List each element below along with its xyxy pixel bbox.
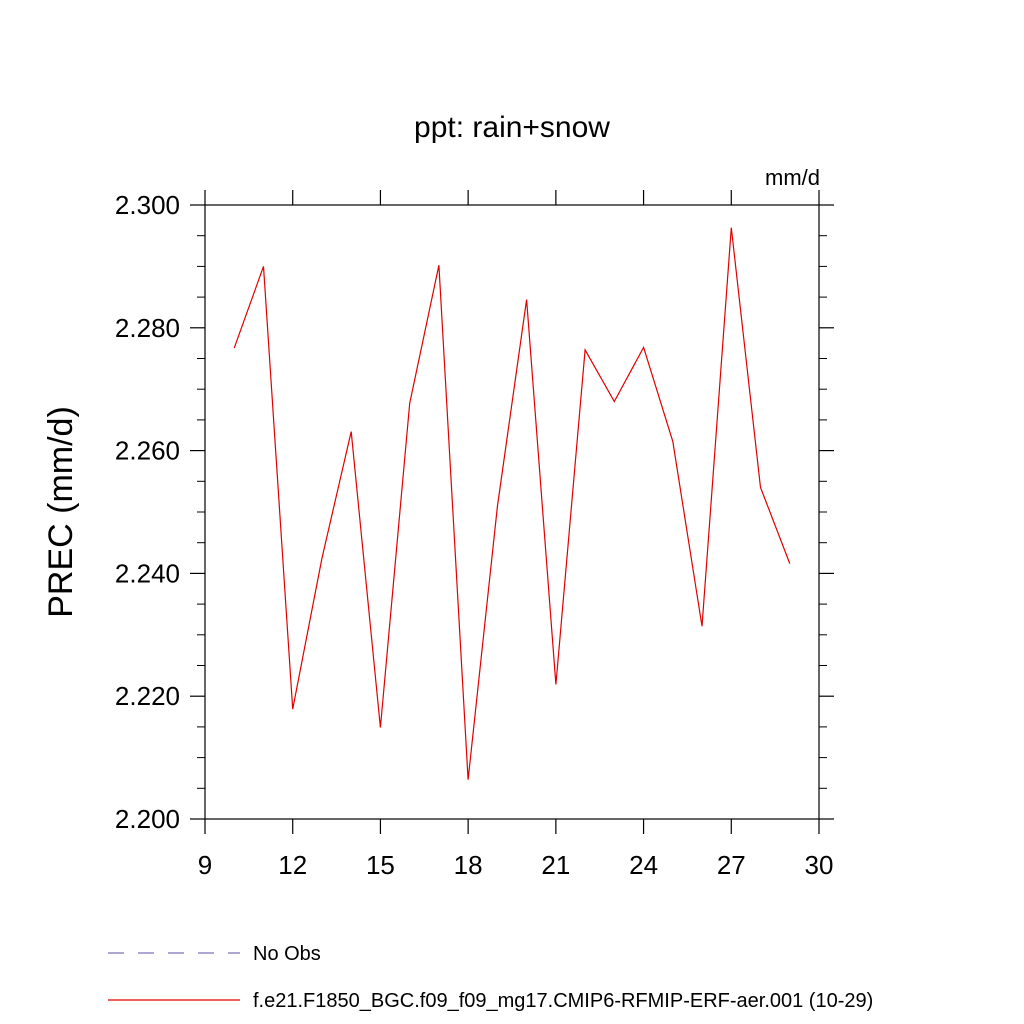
y-axis-label: PREC (mm/d) [42, 406, 80, 618]
y-tick-label: 2.200 [115, 804, 180, 834]
y-tick-label: 2.220 [115, 681, 180, 711]
y-tick-labels: 2.200 2.220 2.240 2.260 2.280 2.300 [115, 190, 180, 834]
x-ticks [204, 190, 820, 834]
legend: No Obs f.e21.F1850_BGC.f09_f09_mg17.CMIP6… [108, 943, 873, 1012]
series-line [233, 227, 791, 780]
y-ticks [190, 204, 834, 820]
chart-title: ppt: rain+snow [414, 111, 610, 144]
x-tick-label: 12 [278, 850, 307, 880]
legend-label: f.e21.F1850_BGC.f09_f09_mg17.CMIP6-RFMIP… [253, 990, 873, 1012]
x-tick-labels: 9 12 15 18 21 24 27 30 [198, 850, 834, 880]
y-tick-label: 2.300 [115, 190, 180, 220]
y-tick-label: 2.280 [115, 313, 180, 343]
x-tick-label: 9 [198, 850, 212, 880]
series-layer [233, 227, 791, 780]
legend-label: No Obs [253, 943, 321, 965]
x-tick-label: 18 [454, 850, 483, 880]
x-tick-label: 27 [717, 850, 746, 880]
x-tick-label: 24 [629, 850, 658, 880]
y-tick-label: 2.240 [115, 558, 180, 588]
plot-frame [204, 204, 820, 820]
x-tick-label: 15 [366, 850, 395, 880]
y-tick-label: 2.260 [115, 436, 180, 466]
x-tick-label: 30 [805, 850, 834, 880]
units-label: mm/d [765, 165, 820, 190]
x-tick-label: 21 [541, 850, 570, 880]
